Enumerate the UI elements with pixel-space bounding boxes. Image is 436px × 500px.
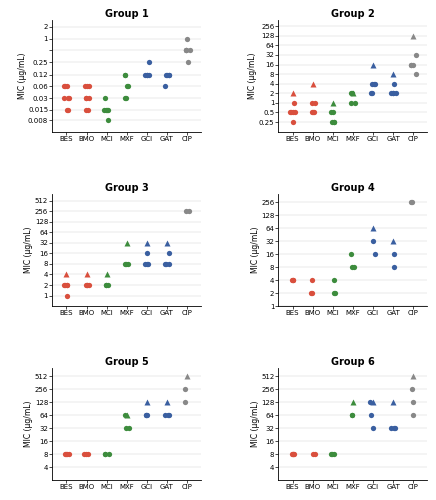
Title: Group 3: Group 3 — [105, 183, 149, 193]
Title: Group 6: Group 6 — [331, 357, 375, 367]
Y-axis label: MIC (μg/mL): MIC (μg/mL) — [24, 400, 34, 447]
Title: Group 1: Group 1 — [105, 9, 149, 19]
Title: Group 5: Group 5 — [105, 357, 149, 367]
Y-axis label: MIC (μg/mL): MIC (μg/mL) — [251, 227, 259, 274]
Title: Group 2: Group 2 — [331, 9, 375, 19]
Y-axis label: MIC (μg/mL): MIC (μg/mL) — [249, 53, 257, 100]
Title: Group 4: Group 4 — [331, 183, 375, 193]
Y-axis label: MIC (μg/mL): MIC (μg/mL) — [251, 400, 259, 447]
Y-axis label: MIC (μg/mL): MIC (μg/mL) — [17, 53, 27, 100]
Y-axis label: MIC (μg/mL): MIC (μg/mL) — [24, 227, 34, 274]
